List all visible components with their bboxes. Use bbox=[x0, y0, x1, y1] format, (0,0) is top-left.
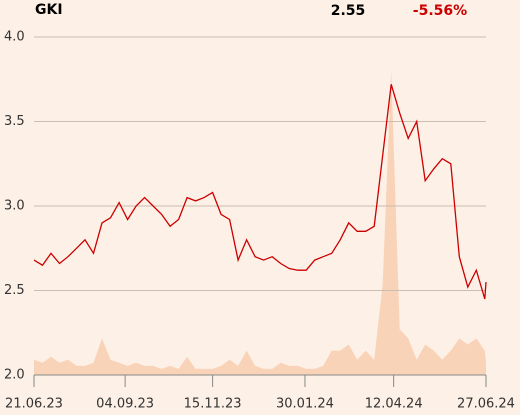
y-tick-label: 2.5 bbox=[4, 283, 25, 298]
price: 2.55 bbox=[331, 3, 366, 19]
y-tick-label: 3.5 bbox=[4, 114, 25, 129]
x-tick-label: 27.06.24 bbox=[457, 397, 515, 412]
x-tick-label: 04.09.23 bbox=[96, 397, 154, 412]
y-tick-label: 3.0 bbox=[4, 199, 25, 214]
x-tick-label: 12.04.24 bbox=[365, 397, 423, 412]
symbol: GKI bbox=[35, 2, 63, 18]
price-line bbox=[33, 84, 487, 300]
y-tick-label: 4.0 bbox=[4, 30, 25, 45]
x-tick-label: 15.11.23 bbox=[184, 397, 242, 412]
y-tick-label: 2.0 bbox=[4, 368, 25, 383]
x-tick-label: 21.06.23 bbox=[5, 397, 63, 412]
volume-area bbox=[34, 70, 486, 375]
change: -5.56% bbox=[413, 3, 467, 19]
x-tick-label: 30.01.24 bbox=[276, 397, 334, 412]
